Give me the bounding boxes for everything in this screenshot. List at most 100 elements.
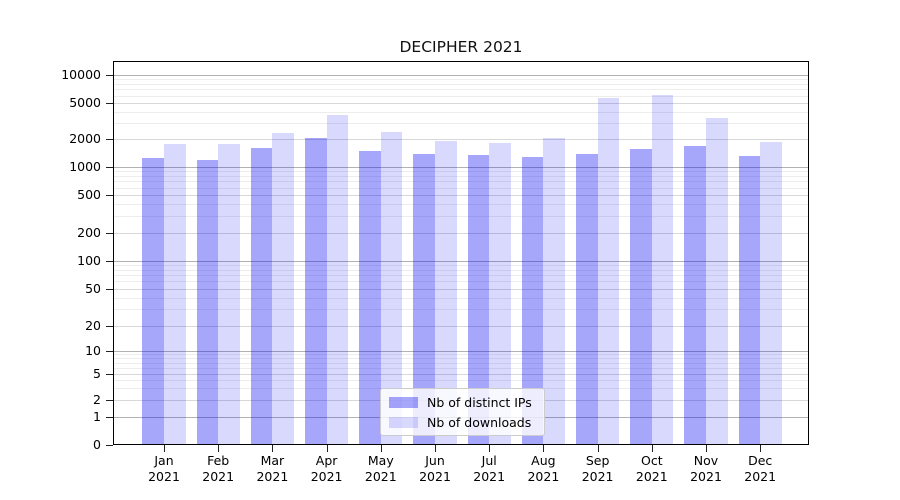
minor-gridline <box>114 111 808 113</box>
x-axis-tick <box>380 445 382 452</box>
x-tick-label: Apr 2021 <box>310 453 343 484</box>
minor-gridline <box>114 175 808 177</box>
minor-gridline <box>114 171 808 173</box>
legend: Nb of distinct IPs Nb of downloads <box>380 388 545 436</box>
y-tick-label: 2000 <box>69 131 101 146</box>
x-axis-tick <box>651 445 653 452</box>
bar-distinct-ips <box>305 138 327 445</box>
y-tick-label: 50 <box>85 280 101 296</box>
bar-distinct-ips <box>467 154 490 445</box>
y-tick-label: 5000 <box>69 94 101 110</box>
bar-distinct-ips <box>684 145 706 445</box>
x-axis-tick <box>272 445 274 452</box>
y-axis-tick <box>106 417 113 418</box>
major-gridline <box>114 194 808 196</box>
x-axis-tick <box>218 445 220 452</box>
y-tick-label: 1 <box>93 409 101 424</box>
x-tick-label: Jan 2021 <box>148 453 180 484</box>
x-axis-tick <box>597 445 599 452</box>
minor-gridline <box>114 358 808 360</box>
major-gridline <box>114 288 808 290</box>
minor-gridline <box>114 309 808 311</box>
major-gridline <box>114 139 808 140</box>
y-axis-tick <box>106 102 113 104</box>
y-axis-tick <box>106 351 113 352</box>
y-axis-tick <box>106 325 113 327</box>
minor-gridline <box>114 281 808 283</box>
x-tick-label: Sep 2021 <box>581 453 614 484</box>
x-tick-label: Jul 2021 <box>473 453 506 484</box>
y-tick-label: 20 <box>85 317 101 333</box>
y-tick-label: 5 <box>93 366 101 381</box>
bar-downloads <box>164 144 186 445</box>
minor-gridline <box>114 83 808 85</box>
y-axis-tick <box>106 260 113 262</box>
legend-item: Nb of downloads <box>389 414 536 431</box>
x-tick-label: Jun 2021 <box>419 453 451 484</box>
bar-downloads <box>489 142 511 445</box>
minor-gridline <box>114 89 808 91</box>
legend-item: Nb of distinct IPs <box>389 394 536 411</box>
x-tick-label: Mar 2021 <box>256 453 289 484</box>
major-gridline <box>114 351 808 352</box>
x-axis-tick <box>164 445 165 452</box>
bar-distinct-ips <box>521 157 544 445</box>
y-axis-tick <box>106 139 113 140</box>
bar-downloads <box>272 133 294 445</box>
major-gridline <box>114 232 808 234</box>
bar-downloads <box>435 141 457 445</box>
minor-gridline <box>114 95 808 97</box>
y-axis-tick <box>106 232 113 234</box>
y-axis-tick <box>106 400 113 401</box>
y-tick-label: 100 <box>77 252 101 268</box>
y-axis-tick <box>106 166 113 168</box>
y-tick-label: 10000 <box>61 67 101 82</box>
minor-gridline <box>114 354 808 356</box>
minor-gridline <box>114 216 808 218</box>
bar-distinct-ips <box>250 147 273 445</box>
major-gridline <box>114 260 808 262</box>
x-tick-label: Feb 2021 <box>202 453 235 484</box>
minor-gridline <box>114 264 808 266</box>
minor-gridline <box>114 123 808 125</box>
major-gridline <box>114 75 808 76</box>
minor-gridline <box>114 181 808 183</box>
y-tick-label: 10 <box>85 343 101 358</box>
y-axis-tick <box>106 445 113 446</box>
bar-distinct-ips <box>738 156 761 445</box>
legend-label-distinct-ips: Nb of distinct IPs <box>427 394 532 410</box>
major-gridline <box>114 102 808 104</box>
x-tick-label: Nov 2021 <box>690 453 722 484</box>
x-tick-label: May 2021 <box>364 453 397 484</box>
bar-downloads <box>651 94 674 445</box>
minor-gridline <box>114 367 808 369</box>
y-tick-label: 200 <box>77 224 101 240</box>
minor-gridline <box>114 204 808 206</box>
y-axis-tick <box>106 194 113 196</box>
bar-downloads <box>597 97 620 445</box>
x-tick-label: Oct 2021 <box>635 453 668 484</box>
bar-distinct-ips <box>576 154 598 445</box>
bar-downloads <box>706 118 728 445</box>
minor-gridline <box>114 362 808 364</box>
y-tick-label: 0 <box>93 437 101 452</box>
y-tick-label: 500 <box>77 186 101 202</box>
bar-downloads <box>380 131 403 445</box>
bar-downloads <box>218 143 240 445</box>
major-gridline <box>114 166 808 168</box>
bar-downloads <box>543 137 565 445</box>
minor-gridline <box>114 380 808 382</box>
x-axis-tick <box>489 445 491 452</box>
major-gridline <box>114 325 808 327</box>
legend-swatch-downloads <box>389 416 418 428</box>
legend-label-downloads: Nb of downloads <box>427 414 532 430</box>
bar-downloads <box>760 142 782 445</box>
legend-swatch-distinct-ips <box>389 396 418 408</box>
x-tick-label: Aug 2021 <box>527 453 560 484</box>
bar-downloads <box>326 114 349 445</box>
minor-gridline <box>114 187 808 189</box>
x-axis-tick <box>326 445 328 452</box>
x-axis-tick <box>760 445 762 452</box>
minor-gridline <box>114 269 808 271</box>
